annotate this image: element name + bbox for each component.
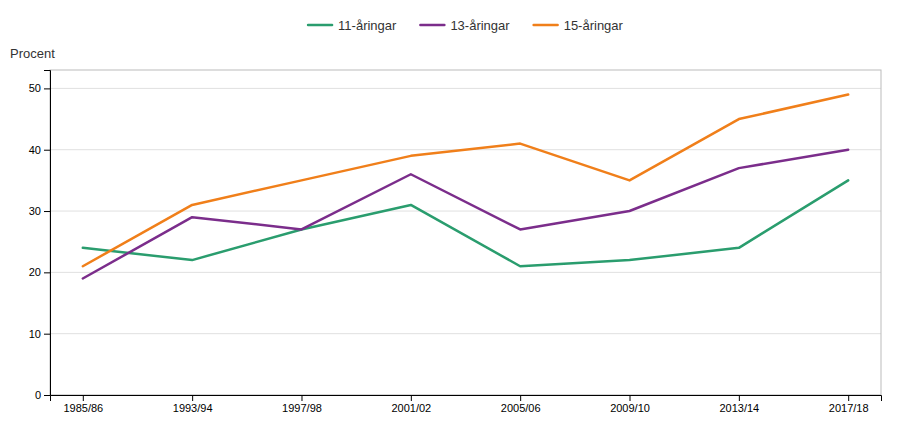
legend-label: 15-åringar	[564, 18, 624, 33]
legend-swatch	[534, 24, 558, 27]
x-tick-label: 1997/98	[282, 402, 322, 414]
x-tick-mark	[192, 395, 193, 401]
plot-area	[83, 95, 848, 279]
grid-line	[50, 88, 881, 89]
x-tick-mark	[848, 395, 849, 401]
series-line	[83, 180, 848, 266]
y-axis-title: Procent	[10, 46, 55, 61]
y-tick-label: 0	[35, 389, 41, 401]
y-tick: 40	[29, 144, 50, 156]
y-tick-mark	[44, 334, 50, 335]
y-tick: 0	[35, 389, 50, 401]
y-tick-mark	[44, 395, 50, 396]
plot-frame	[50, 70, 881, 395]
y-tick: 20	[29, 266, 50, 278]
legend-label: 13-åringar	[450, 18, 510, 33]
x-axis: 1985/86 1993/94 1997/98 2001/02 2005/06 2009/…	[51, 395, 882, 414]
y-axis: 0 10 20 30 40 50	[29, 71, 51, 402]
y-tick: 30	[29, 205, 50, 217]
legend-swatch	[420, 24, 444, 27]
y-tick-label: 30	[29, 205, 41, 217]
x-tick-mark	[83, 395, 84, 401]
x-tick: 2017/18	[829, 395, 869, 414]
y-tick-mark	[44, 88, 50, 89]
chart-container: 0 10 20 30 40 50 1985/86 1993/94 1997/98 2001/02 2…	[0, 0, 906, 430]
y-tick: 10	[29, 328, 50, 340]
x-tick-label: 2005/06	[501, 402, 541, 414]
x-tick-label: 1985/86	[63, 402, 103, 414]
y-axis-line	[44, 71, 51, 396]
x-axis-line	[51, 396, 882, 402]
grid-line	[50, 211, 881, 212]
grid-line	[50, 272, 881, 273]
y-tick-mark	[44, 150, 50, 151]
legend-item: 15-åringar	[534, 18, 624, 33]
x-tick-mark	[630, 395, 631, 401]
x-tick-label: 2001/02	[391, 402, 431, 414]
x-tick-mark	[520, 395, 521, 401]
chart-svg: 0 10 20 30 40 50 1985/86 1993/94 1997/98 2001/02 2…	[0, 0, 906, 430]
x-tick-label: 1993/94	[173, 402, 213, 414]
x-tick: 2001/02	[391, 395, 431, 414]
y-tick-mark	[44, 272, 50, 273]
x-tick-label: 2017/18	[829, 402, 869, 414]
x-tick-mark	[411, 395, 412, 401]
y-tick-mark	[44, 211, 50, 212]
x-tick: 1993/94	[173, 395, 213, 414]
legend-label: 11-åringar	[338, 18, 397, 33]
grid-line	[50, 333, 881, 334]
series-line	[83, 95, 848, 267]
x-tick-label: 2009/10	[610, 402, 650, 414]
x-tick-mark	[739, 395, 740, 401]
x-tick: 2009/10	[610, 395, 650, 414]
y-tick-label: 10	[29, 328, 41, 340]
y-tick-label: 50	[29, 82, 41, 94]
y-tick-label: 40	[29, 144, 41, 156]
x-tick: 2013/14	[719, 395, 759, 414]
x-tick: 2005/06	[501, 395, 541, 414]
x-tick-label: 2013/14	[719, 402, 759, 414]
grid	[50, 88, 881, 395]
legend-swatch	[308, 24, 332, 27]
y-tick-label: 20	[29, 266, 41, 278]
legend-item: 11-åringar	[308, 18, 397, 33]
x-tick-mark	[301, 395, 302, 401]
y-tick: 50	[29, 82, 50, 94]
legend-item: 13-åringar	[420, 18, 510, 33]
x-tick: 1985/86	[63, 395, 103, 414]
legend: 11-åringar 13-åringar 15-åringar	[308, 18, 623, 33]
x-tick: 1997/98	[282, 395, 322, 414]
series-line	[83, 150, 848, 279]
